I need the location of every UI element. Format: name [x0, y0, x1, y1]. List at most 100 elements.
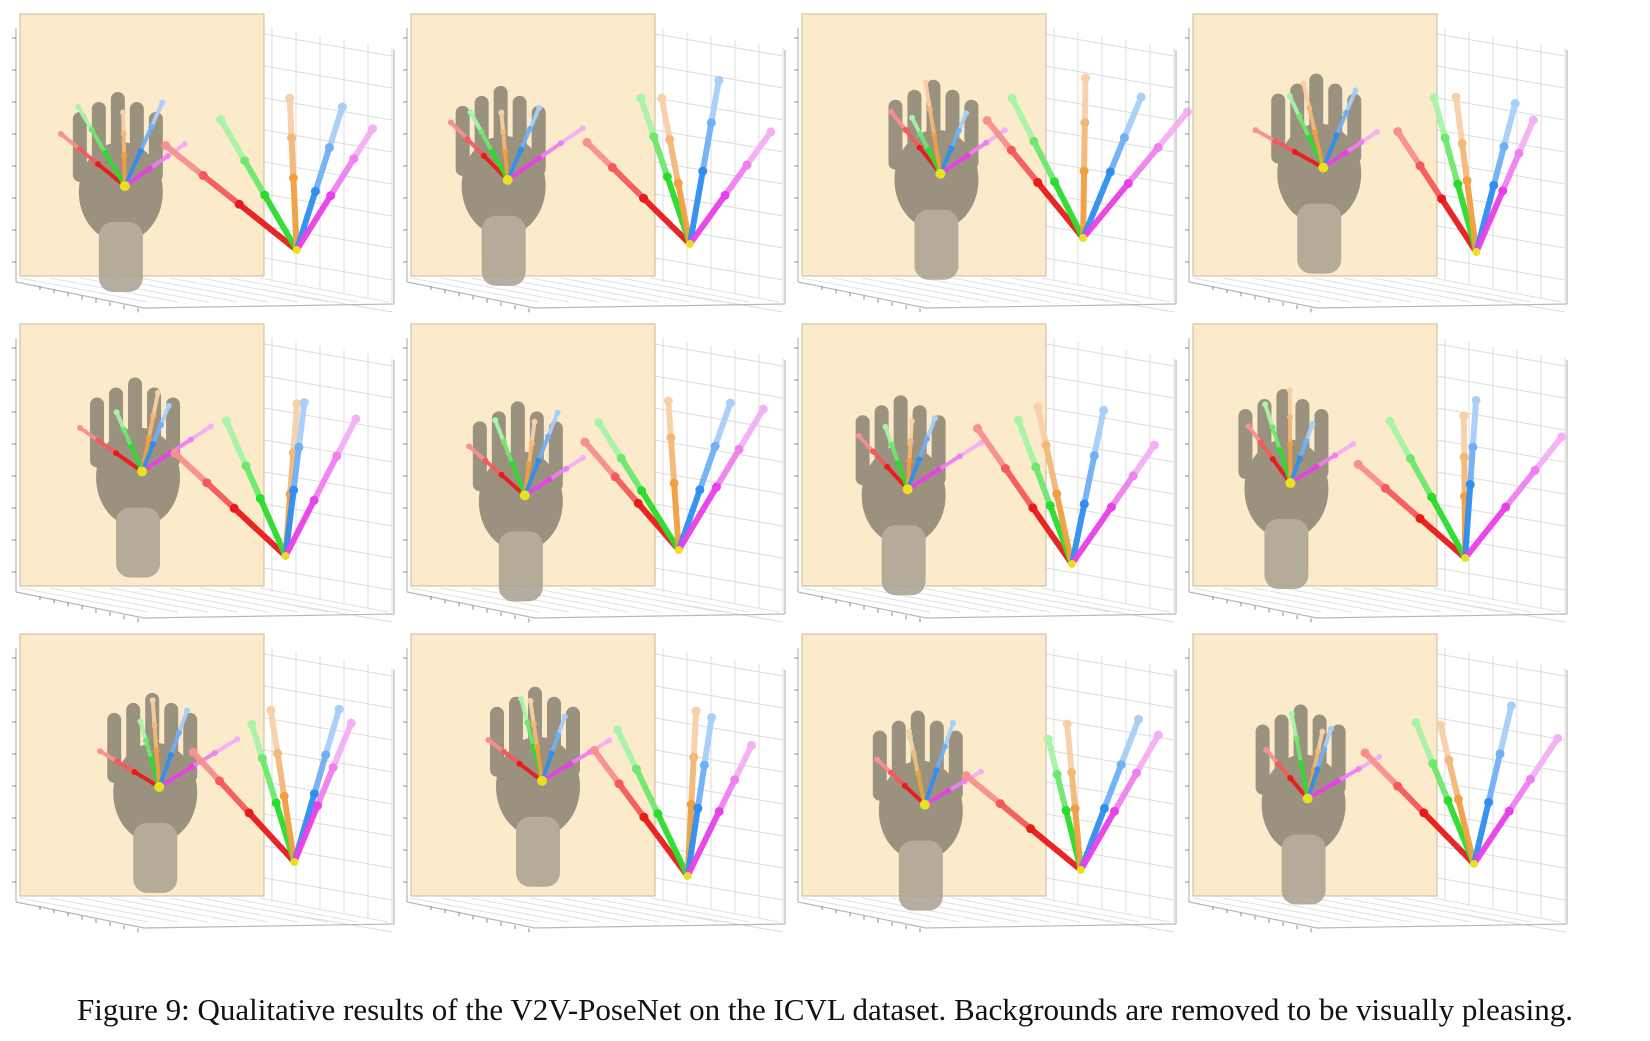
grid-line [1432, 587, 1562, 613]
ring-3d-joint [710, 441, 720, 451]
palm-joint-3d [1461, 553, 1470, 562]
grid-line [169, 587, 299, 613]
skeleton-3d [1353, 395, 1567, 562]
ring-3d-bone [1118, 716, 1142, 768]
middle-3d-bone [1459, 140, 1471, 184]
ring-3d-bone [311, 751, 329, 797]
ring-joint [931, 415, 938, 422]
finger-shape [1238, 409, 1253, 480]
middle-joint [926, 105, 933, 112]
index-joint [882, 423, 889, 430]
little-3d-joint [746, 740, 756, 750]
grid-line [1041, 587, 1171, 613]
grid-line [1342, 897, 1472, 923]
index-3d-joint [1405, 454, 1415, 464]
middle-3d-joint [665, 135, 675, 145]
index-3d-bone [217, 116, 248, 164]
skeleton-3d [1393, 92, 1538, 256]
skeleton-2d [466, 409, 587, 501]
grid-line [1222, 897, 1352, 923]
index-joint [467, 109, 474, 116]
grid-line [1045, 685, 1175, 709]
index-3d-joint [1007, 93, 1017, 103]
ring-joint [555, 732, 562, 739]
ring-joint [1309, 420, 1316, 427]
thumb-3d-joint [1033, 177, 1043, 187]
grid-line [654, 653, 784, 677]
index-3d-joint [1052, 769, 1062, 779]
grid-line [1372, 897, 1502, 923]
little-3d-bone [327, 155, 357, 199]
index-joint [909, 114, 916, 121]
little-joint [563, 465, 570, 472]
middle-3d-joint [1033, 402, 1043, 412]
thumb-joint [482, 457, 489, 464]
finger-shape [126, 702, 141, 773]
finger-shape [110, 92, 125, 163]
skeleton-2d [97, 697, 241, 792]
grid-line [1011, 587, 1141, 613]
finger-shape [912, 405, 927, 476]
middle-joint [906, 457, 913, 464]
grid-line [1436, 225, 1566, 249]
grid-line [500, 897, 630, 923]
little-3d-joint [351, 414, 361, 424]
ring-3d-joint [289, 485, 299, 495]
palm-joint-3d [683, 871, 692, 880]
ring-3d-bone [1485, 750, 1504, 806]
ring-3d-joint [714, 75, 724, 85]
grid-line [229, 897, 359, 923]
little-bone [965, 140, 989, 158]
grid-line [49, 587, 179, 613]
grid-line [1342, 587, 1472, 613]
little-3d-joint [1514, 148, 1524, 158]
axis-line [15, 591, 145, 619]
middle-joint [149, 697, 156, 704]
little-3d-bone [731, 742, 755, 783]
middle-3d-joint [669, 478, 679, 488]
grid-line [1045, 375, 1175, 399]
axis-line [797, 281, 927, 309]
little-3d-bone [713, 446, 743, 491]
little-3d-joint [1525, 774, 1535, 784]
index-3d-joint [662, 172, 672, 182]
wrist-shape [133, 822, 178, 893]
thumb-joint [97, 748, 104, 755]
middle-3d-bone [1437, 721, 1452, 764]
thumb-3d-joint [580, 437, 590, 447]
grid-line [1222, 277, 1352, 303]
middle-joint [502, 148, 509, 155]
ring-bone [922, 768, 939, 807]
finger-shape [964, 99, 979, 170]
grid-line [1436, 877, 1566, 901]
thumb-joint [1263, 746, 1270, 753]
middle-3d-bone [671, 480, 682, 553]
thumb-3d-joint [1353, 459, 1363, 469]
grid-line [560, 277, 690, 303]
ring-3d-joint [324, 143, 334, 153]
ring-3d-bone [1467, 444, 1476, 488]
ring-bone [949, 128, 961, 151]
index-3d-bone [261, 192, 300, 253]
middle-joint [907, 437, 914, 444]
index-3d-bone [1054, 771, 1070, 814]
index-bone [910, 115, 923, 137]
skeleton-3d [582, 75, 776, 248]
axis-line [15, 901, 145, 929]
wrist-shape [881, 525, 926, 596]
little-3d-joint [1528, 115, 1538, 125]
thumb-joint [887, 769, 894, 776]
grid-line [1402, 587, 1532, 613]
result-panel [1185, 13, 1568, 313]
hand-depth-silhouette [855, 395, 946, 596]
index-3d-joint [1013, 415, 1023, 425]
grid-line [1342, 277, 1472, 303]
grid-line [1402, 277, 1532, 303]
thumb-3d-bone [1008, 147, 1041, 186]
axis-line [925, 613, 1177, 619]
little-bone [564, 455, 586, 471]
middle-3d-bone [666, 136, 682, 187]
grid-line [1252, 277, 1382, 303]
ring-joint [536, 104, 543, 111]
middle-joint [534, 744, 541, 751]
